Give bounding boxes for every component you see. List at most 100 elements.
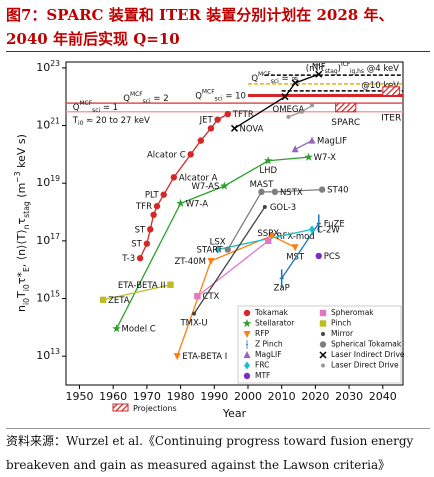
point-label: ZaP xyxy=(274,283,290,293)
point-label: TFR xyxy=(135,202,152,212)
marker xyxy=(160,191,167,198)
projection xyxy=(382,86,401,97)
marker xyxy=(258,188,265,196)
point-label: GOL-3 xyxy=(270,202,296,212)
marker xyxy=(153,202,161,210)
legend-marker xyxy=(243,372,251,380)
point-label: JET xyxy=(199,115,214,125)
point-label: NOVA xyxy=(240,124,264,134)
source: 资料来源：Wurzel et al.《Continuing progress t… xyxy=(6,428,430,477)
point-label: LHD xyxy=(259,165,277,175)
legend-marker xyxy=(321,363,325,368)
marker xyxy=(167,281,174,288)
point-label: LSX xyxy=(210,237,226,247)
legend-marker xyxy=(244,361,250,370)
series-line xyxy=(217,228,313,251)
legend-marker xyxy=(246,340,248,349)
point-label: CTX xyxy=(202,292,219,302)
point-label: ST xyxy=(135,225,146,235)
point-label: T-3 xyxy=(121,254,135,264)
marker xyxy=(304,152,313,161)
x-tick-label: 2040 xyxy=(369,390,397,403)
x-axis-label: Year xyxy=(222,407,247,420)
legend-marker xyxy=(242,319,252,328)
legend-marker xyxy=(319,320,327,327)
point-label: Model C xyxy=(122,324,156,334)
series-line xyxy=(176,235,296,357)
marker xyxy=(207,125,215,132)
projection xyxy=(335,102,357,113)
marker xyxy=(315,70,323,78)
legend-label: MagLIF xyxy=(255,350,282,359)
marker xyxy=(194,293,201,300)
legend-label: Stellarator xyxy=(255,319,295,328)
projection-label: SPARC xyxy=(331,117,360,127)
marker xyxy=(187,151,194,158)
legend-marker xyxy=(321,332,325,336)
legend-marker xyxy=(319,309,327,317)
point-label: RFX-mod xyxy=(277,231,315,241)
marker xyxy=(230,124,239,132)
x-tick-label: 1980 xyxy=(167,390,195,403)
legend-marker xyxy=(319,351,327,359)
legend-label: Laser Indirect Drive xyxy=(331,350,405,359)
x-tick-label: 2010 xyxy=(268,390,296,403)
marker xyxy=(99,296,107,304)
marker xyxy=(143,240,151,247)
point-label: W7-AS xyxy=(191,181,219,191)
legend-label: Spherical Tokamak xyxy=(331,340,402,349)
point-label: W7-X xyxy=(314,153,336,163)
marker xyxy=(310,103,315,108)
marker xyxy=(316,214,321,233)
marker xyxy=(309,225,316,234)
marker xyxy=(308,136,316,144)
title: 图7：SPARC 装置和 ITER 装置分别计划在 2028 年、2040 年前… xyxy=(6,3,430,52)
legend-box xyxy=(237,305,402,384)
series-line xyxy=(281,223,320,279)
reference-label: @10 keV xyxy=(361,80,399,90)
point-label: ZT-40M xyxy=(174,257,205,267)
marker xyxy=(262,204,267,209)
reference-label: QMCFsci = 2 xyxy=(123,91,168,105)
legend-marker xyxy=(243,331,251,338)
x-tick-label: 2030 xyxy=(335,390,363,403)
marker xyxy=(112,324,121,333)
legend-label: FRC xyxy=(255,361,269,370)
marker xyxy=(176,198,185,207)
point-label: ZETA xyxy=(108,295,130,305)
series-line xyxy=(102,284,171,301)
legend-label: RFP xyxy=(255,329,270,338)
marker xyxy=(318,186,326,193)
series-line xyxy=(234,73,319,129)
y-tick-label: 1013 xyxy=(36,347,60,363)
marker xyxy=(299,109,304,114)
marker xyxy=(173,353,181,361)
projection-key xyxy=(112,403,129,412)
legend-label: Mirror xyxy=(331,329,354,338)
point-label: Alcator C xyxy=(147,150,186,160)
marker xyxy=(281,93,289,101)
plot-frame xyxy=(65,61,404,386)
marker xyxy=(192,311,197,316)
x-tick-label: 2020 xyxy=(301,390,329,403)
x-tick-label: 1960 xyxy=(99,390,127,403)
reference-label: QMCFsci = 10 xyxy=(195,89,246,103)
marker xyxy=(224,246,231,253)
point-label: ST40 xyxy=(327,185,348,195)
point-label: MAST xyxy=(250,179,275,189)
point-label: OMEGA xyxy=(273,104,305,114)
point-label: ETA-BETA I xyxy=(182,352,227,362)
x-tick-label: 1950 xyxy=(65,390,93,403)
marker xyxy=(147,226,154,233)
point-label: Alcator A xyxy=(179,173,218,183)
legend-marker xyxy=(319,341,327,348)
marker xyxy=(224,110,231,118)
chart: Year ni0Ti0τ*E, ⟨n⟩⟨T⟩nτstag (m−3 keV s)… xyxy=(13,58,405,420)
marker xyxy=(291,244,299,252)
reference-label: QMCFsci = 1 xyxy=(73,100,118,114)
marker xyxy=(214,116,221,123)
point-label: W7-A xyxy=(186,199,209,209)
y-tick-label: 1015 xyxy=(36,289,60,305)
y-axis-label: ni0Ti0τ*E, ⟨n⟩⟨T⟩nτstag (m−3 keV s) xyxy=(13,134,31,312)
